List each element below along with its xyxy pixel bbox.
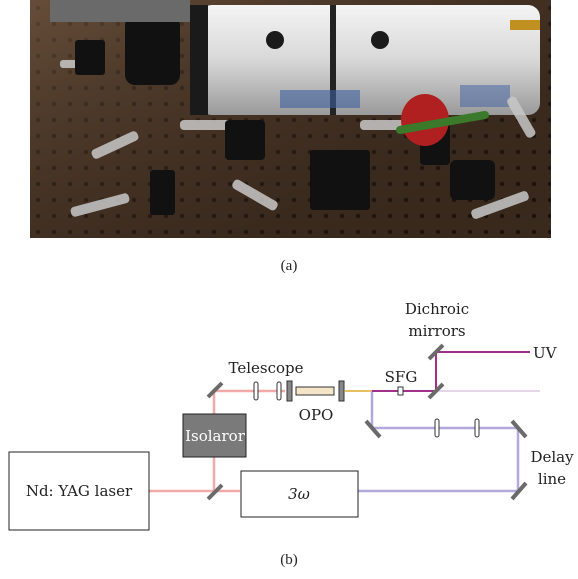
opo-mirror-right <box>338 380 345 402</box>
optical-table-photo <box>30 0 551 238</box>
tripler-box <box>240 470 359 518</box>
opo-crystal <box>295 386 335 396</box>
sfg-label: SFG <box>385 368 418 386</box>
opo-label: OPO <box>299 406 334 424</box>
panel-b-caption: (b) <box>280 552 298 568</box>
laser-label: Nd: YAG laser <box>26 482 133 500</box>
delay-label-line1: Delay <box>530 448 574 466</box>
mirror-delay-top-right <box>510 419 528 439</box>
dichroic-label-line2: mirrors <box>408 322 465 340</box>
telescope-label: Telescope <box>229 359 304 377</box>
telescope-lens-2 <box>276 381 282 401</box>
panel-a-caption: (a) <box>280 258 298 274</box>
dichroic-mirror-lower <box>427 382 445 400</box>
nd-yag-laser-box <box>8 451 150 531</box>
mirror-delay-entry <box>364 419 382 439</box>
dichroic-label-line1: Dichroic <box>405 300 469 318</box>
opo-mirror-left <box>286 380 293 402</box>
tripler-label: 3ω <box>288 485 310 503</box>
sfg-crystal <box>397 386 404 396</box>
mirror-laser-split <box>206 483 224 501</box>
delay-lens-2 <box>474 418 480 438</box>
telescope-lens-1 <box>253 381 259 401</box>
uv-beam <box>372 351 530 392</box>
delay-lens-1 <box>434 418 440 438</box>
isolator-label: Isolaror <box>185 427 246 445</box>
uv-label: UV <box>533 344 558 362</box>
dichroic-mirror-upper <box>427 343 445 361</box>
mirror-periscope <box>206 381 224 399</box>
third-harmonic-beam <box>358 391 520 493</box>
isolator-box <box>182 413 247 458</box>
delay-label-line2: line <box>538 470 566 488</box>
mirror-delay-bottom-right <box>510 481 528 501</box>
optical-table-photo-image <box>30 0 551 238</box>
